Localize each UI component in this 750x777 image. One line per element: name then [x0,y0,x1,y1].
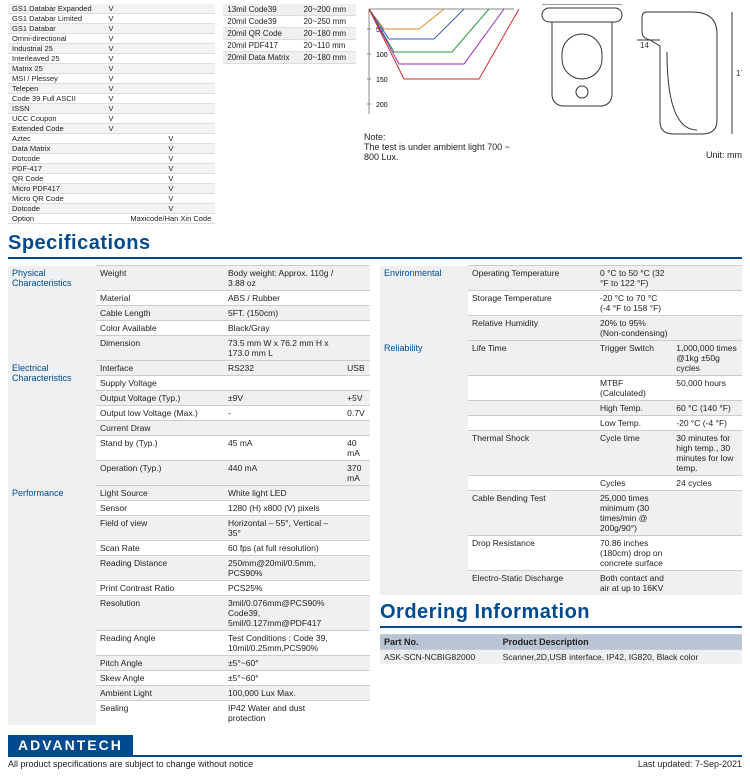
top-region: GS1 Databar ExpandedVGS1 Databar Limited… [8,4,742,224]
footer-date: Last updated: 7-Sep-2021 [638,759,742,769]
spec-table-left: Physical CharacteristicsWeightBody weigh… [8,265,370,725]
scan-range-table: 13mil Code3920~200 mm20mil Code3920~250 … [223,4,356,64]
spec-table-right: EnvironmentalOperating Temperature0 °C t… [380,265,742,595]
footer-note: All product specifications are subject t… [8,759,253,769]
symbology-table: GS1 Databar ExpandedVGS1 Databar Limited… [8,4,215,224]
ordering-table: Part No.Product Description ASK-SCN-NCBI… [380,634,742,664]
brand-logo: ADVANTECH [8,735,133,755]
svg-text:200: 200 [376,102,388,109]
footer: ADVANTECH All product specifications are… [8,735,742,769]
specifications-heading: Specifications [8,232,742,255]
svg-text:150: 150 [376,77,388,84]
svg-text:14: 14 [640,41,649,50]
depth-of-field-chart: 50100150200 [364,4,524,124]
note: Note:The test is under ambient light 700… [364,132,524,162]
unit-label: Unit: mm [532,150,742,160]
svg-text:175: 175 [736,69,742,78]
svg-text:100: 100 [376,52,388,59]
ordering-heading: Ordering Information [380,601,742,624]
dimension-drawing: 110 175 14 [532,4,742,144]
